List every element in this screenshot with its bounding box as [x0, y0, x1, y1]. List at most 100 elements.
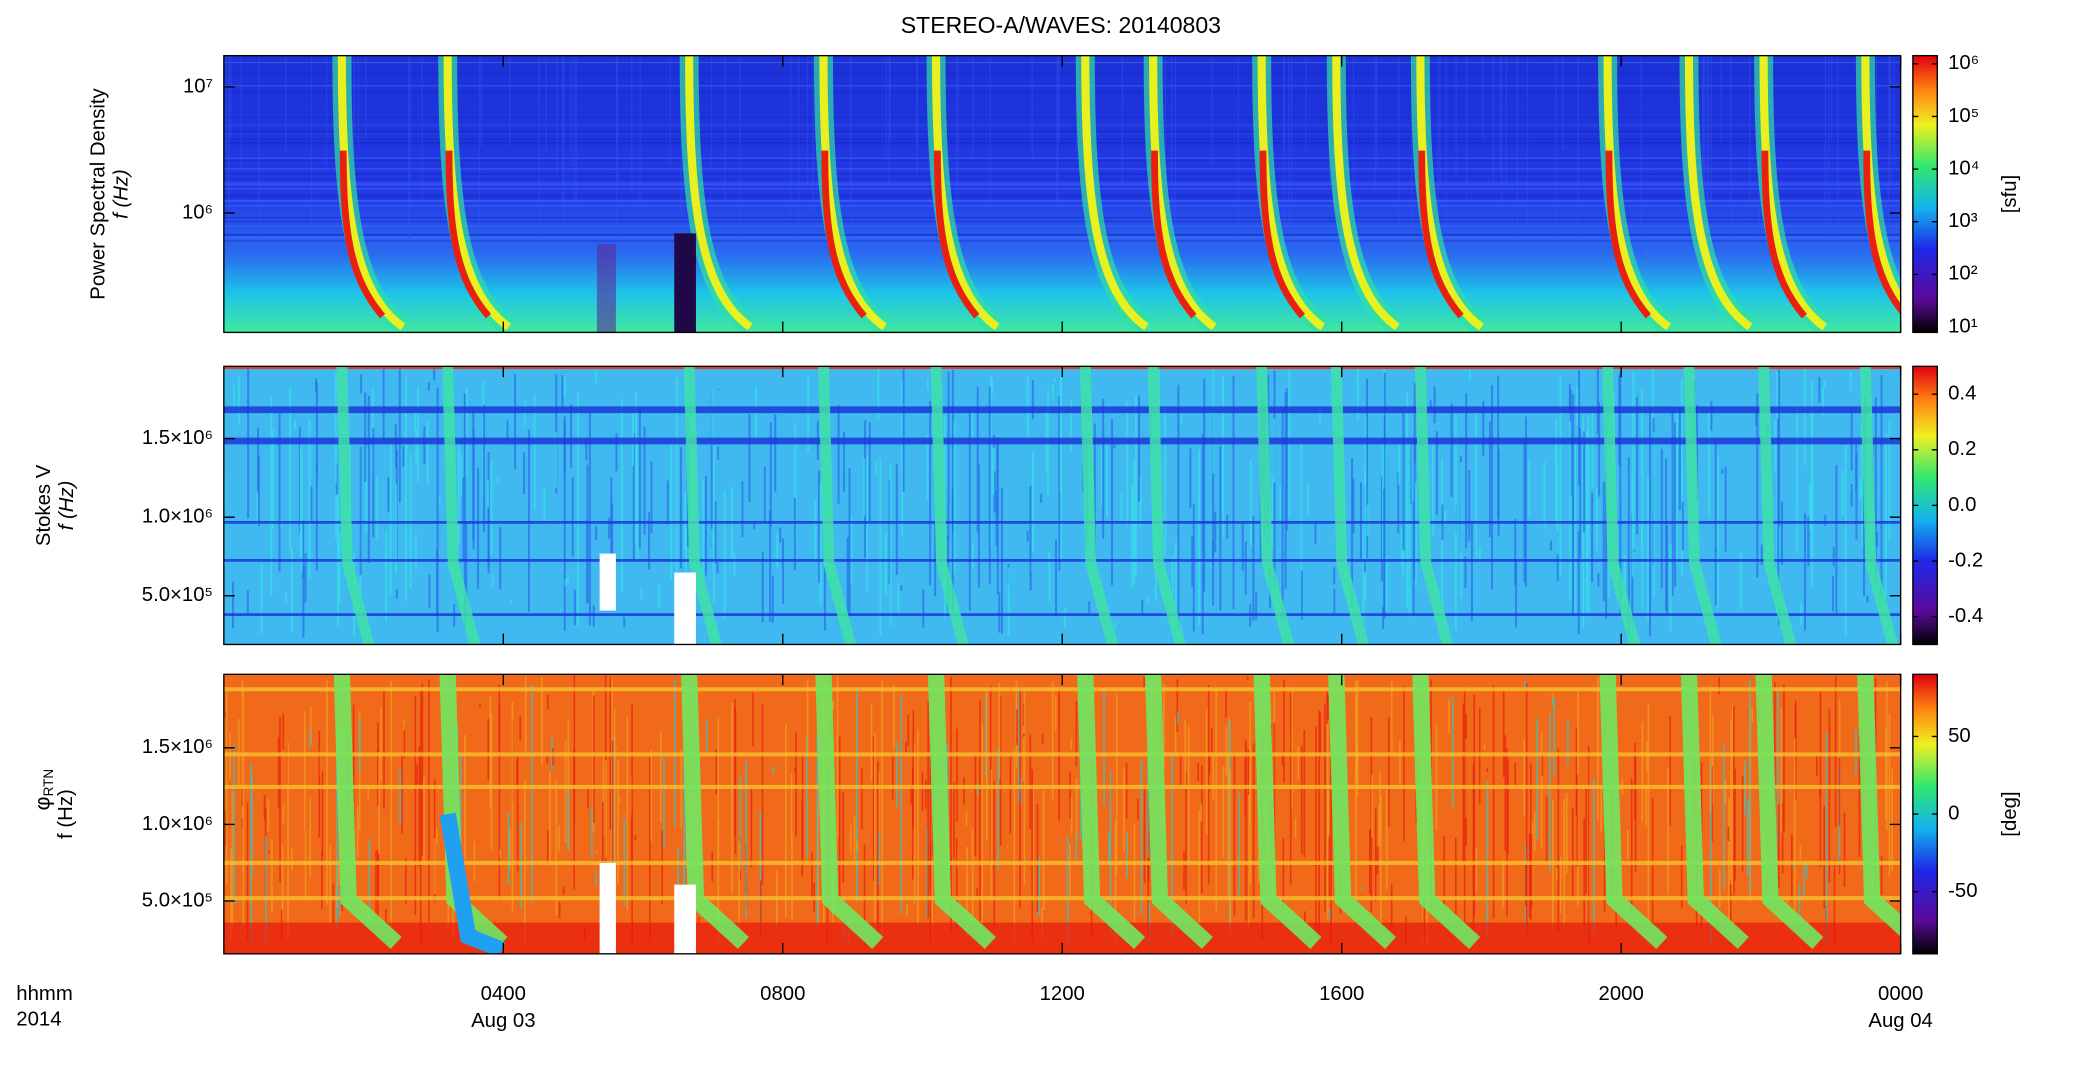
- colorbar-tick-label: 0.4: [1948, 383, 1976, 405]
- burst: [927, 674, 996, 949]
- spectrogram: [223, 674, 1901, 954]
- y-tick-label: 10⁷: [183, 75, 213, 97]
- x-tick-label: 0000: [1878, 983, 1923, 1005]
- burst-core: [1418, 150, 1464, 319]
- spectrogram: [223, 366, 1901, 645]
- x-date-label: Aug 04: [1868, 1010, 1932, 1032]
- y-tick-label: 1.5×10⁶: [142, 736, 213, 758]
- y-axis-label: f (Hz): [56, 481, 78, 531]
- colorbar-label: [deg]: [1999, 791, 2021, 836]
- burst: [1077, 674, 1146, 949]
- y-axis-label: Power Spectral Density: [87, 87, 109, 299]
- y-axis-symbol: φ: [29, 796, 54, 810]
- colorbar-label: [sfu]: [1999, 175, 2021, 213]
- y-tick-label: 1.0×10⁶: [142, 506, 213, 528]
- burst-core: [821, 150, 867, 319]
- colorbar-tick-label: 50: [1948, 725, 1971, 747]
- burst-core: [1151, 150, 1197, 319]
- x-tick-label: 2000: [1599, 983, 1644, 1005]
- burst: [442, 366, 481, 645]
- burst-core: [1259, 150, 1305, 319]
- chart-title: STEREO-A/WAVES: 20140803: [901, 12, 1221, 38]
- burst: [1759, 55, 1828, 331]
- y-tick-label: 1.0×10⁶: [142, 813, 213, 835]
- colorbar-tick-label: -50: [1948, 880, 1977, 902]
- colorbar-tick-label: 10³: [1948, 210, 1978, 232]
- burst: [1414, 366, 1453, 645]
- burst: [818, 366, 856, 645]
- y-tick-label: 1.5×10⁶: [142, 427, 213, 449]
- burst: [819, 55, 887, 331]
- burst: [1416, 55, 1484, 331]
- burst: [1680, 674, 1749, 949]
- x-tick-label: 1200: [1040, 983, 1085, 1005]
- colorbar-tick-label: 10⁴: [1948, 157, 1979, 179]
- burst: [1684, 55, 1753, 331]
- burst-core: [445, 150, 491, 319]
- burst: [1256, 366, 1295, 645]
- y-axis-subscript: RTN: [40, 769, 55, 797]
- spectrogram: [223, 55, 1901, 333]
- y-axis-label: φRTN: [29, 769, 55, 811]
- burst: [1859, 366, 1898, 645]
- x-axis-label: 2014: [16, 1009, 61, 1031]
- burst: [1683, 366, 1722, 645]
- data-gap: [599, 553, 616, 611]
- burst: [337, 55, 406, 331]
- burst: [443, 55, 512, 331]
- y-axis-label: f (Hz): [110, 169, 132, 219]
- burst-core: [339, 150, 386, 319]
- burst: [1603, 55, 1672, 331]
- burst: [1861, 55, 1901, 307]
- burst: [1599, 674, 1668, 949]
- y-tick-label: 5.0×10⁵: [142, 584, 213, 606]
- data-gap: [596, 244, 616, 333]
- burst: [1755, 674, 1824, 949]
- y-tick-label: 10⁶: [182, 201, 213, 223]
- x-tick-label: 1600: [1319, 983, 1364, 1005]
- data-gap: [674, 233, 696, 333]
- x-axis-label: hhmm: [16, 983, 73, 1005]
- colorbar: [1912, 54, 1938, 334]
- burst-core: [934, 150, 980, 319]
- burst: [1857, 674, 1901, 937]
- burst: [1328, 674, 1397, 949]
- burst: [1412, 674, 1481, 949]
- burst: [1330, 366, 1369, 645]
- burst: [333, 674, 402, 949]
- burst-core: [1761, 150, 1807, 319]
- burst: [1149, 55, 1217, 331]
- y-axis-label: f (Hz): [55, 789, 77, 839]
- colorbar-tick-label: 10²: [1948, 263, 1978, 285]
- colorbar-tick-label: 10⁵: [1948, 105, 1979, 127]
- burst: [1147, 366, 1186, 645]
- colorbar-tick-label: 0.0: [1948, 494, 1976, 516]
- colorbar-tick-label: 0.2: [1948, 438, 1976, 460]
- burst: [1602, 366, 1640, 645]
- burst: [1081, 55, 1149, 331]
- burst: [1332, 55, 1400, 331]
- x-date-label: Aug 03: [471, 1010, 535, 1032]
- x-tick-label: 0800: [760, 983, 805, 1005]
- burst: [930, 366, 969, 645]
- y-tick-label: 5.0×10⁵: [142, 889, 213, 911]
- burst: [336, 366, 375, 645]
- colorbar-tick-label: 10⁶: [1948, 52, 1979, 74]
- data-gap: [674, 884, 696, 954]
- colorbar-tick-label: 0: [1948, 802, 1959, 824]
- burst-core: [1863, 150, 1901, 315]
- burst-core: [1605, 150, 1651, 319]
- colorbar-tick-label: -0.4: [1948, 605, 1983, 627]
- x-tick-label: 0400: [481, 983, 526, 1005]
- burst: [1257, 55, 1326, 331]
- burst: [932, 55, 1000, 331]
- burst: [1253, 674, 1322, 949]
- colorbar-tick-label: -0.2: [1948, 549, 1983, 571]
- data-gap: [599, 862, 616, 954]
- colorbar-tick-label: 10¹: [1948, 315, 1978, 337]
- burst: [683, 366, 722, 645]
- burst: [1758, 366, 1797, 645]
- data-gap: [674, 572, 696, 645]
- burst: [439, 812, 505, 954]
